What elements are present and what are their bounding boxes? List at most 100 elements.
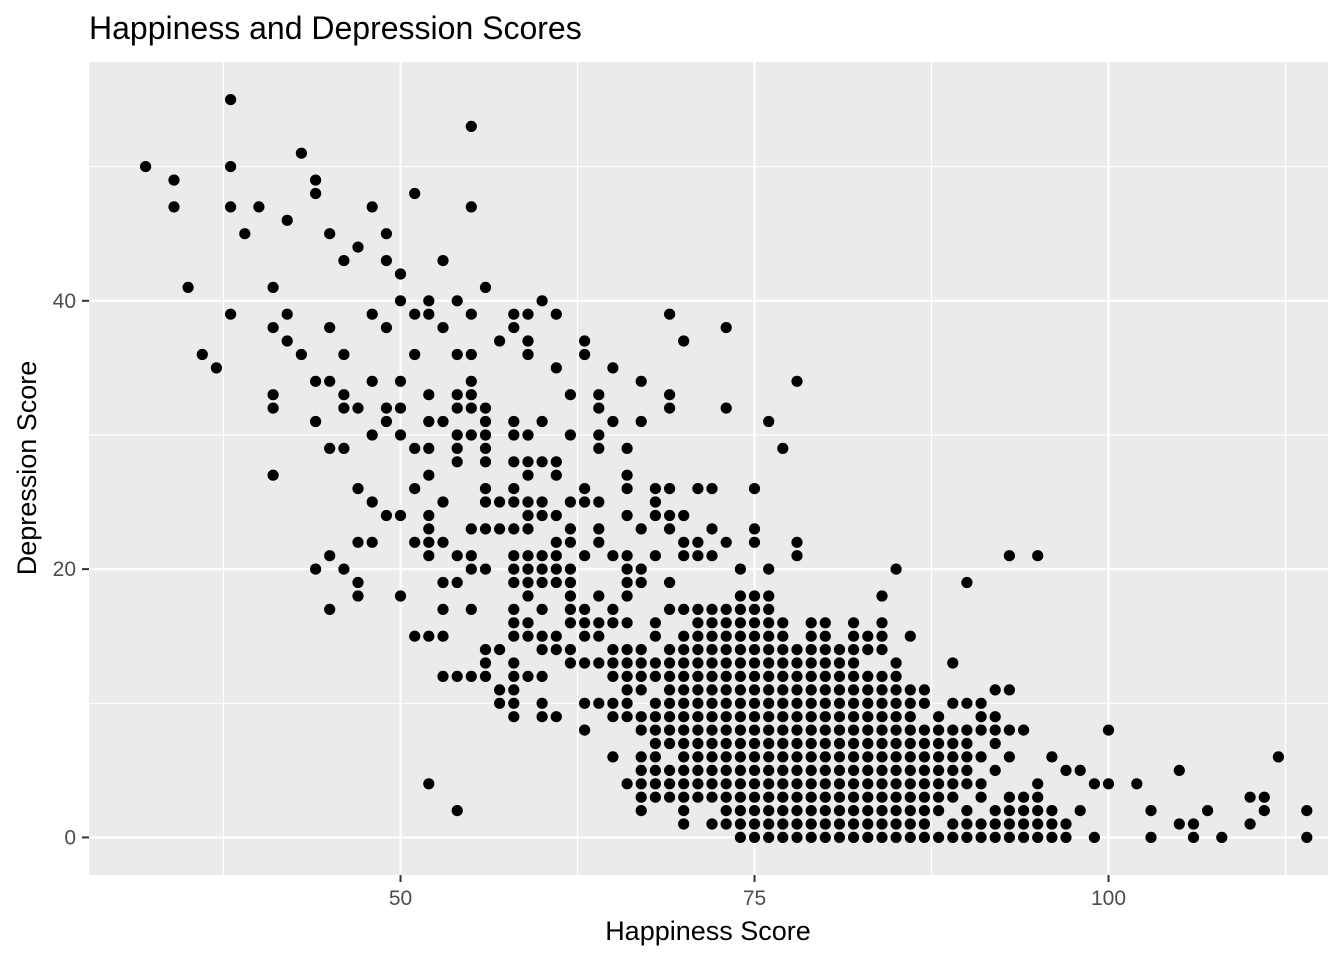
data-point — [805, 617, 817, 629]
data-point — [706, 644, 718, 656]
data-point — [352, 536, 364, 548]
data-point — [748, 751, 761, 763]
data-point — [664, 684, 676, 696]
data-point — [890, 724, 902, 736]
data-point — [352, 483, 364, 495]
data-point — [678, 764, 690, 777]
data-point — [805, 644, 817, 656]
data-point — [649, 751, 662, 763]
data-point — [819, 791, 831, 803]
y-tick-label: 20 — [53, 558, 76, 581]
data-point — [678, 751, 690, 763]
data-point — [989, 818, 1001, 830]
data-point — [734, 805, 747, 817]
data-point — [777, 805, 789, 817]
data-point — [239, 228, 251, 240]
data-point — [805, 778, 817, 790]
data-point — [734, 778, 747, 790]
data-point — [890, 670, 902, 683]
data-point — [918, 751, 931, 763]
y-axis: 0 20 40 — [53, 290, 89, 849]
data-point — [649, 670, 662, 683]
data-point — [409, 348, 421, 361]
data-point — [593, 657, 605, 669]
data-point — [918, 684, 931, 696]
data-point — [621, 711, 633, 723]
data-point — [423, 469, 435, 481]
data-point — [805, 764, 817, 777]
data-point — [692, 697, 704, 709]
data-point — [295, 348, 307, 361]
data-point — [819, 805, 831, 817]
data-point — [423, 308, 435, 320]
data-point — [876, 818, 888, 830]
data-point — [479, 644, 492, 656]
data-point — [635, 670, 647, 683]
data-point — [593, 429, 605, 441]
data-point — [635, 805, 647, 817]
data-point — [833, 737, 846, 750]
data-point — [748, 630, 761, 642]
data-point — [720, 737, 732, 750]
data-point — [579, 630, 591, 642]
data-point — [890, 684, 902, 696]
data-point — [352, 241, 364, 253]
data-point — [819, 778, 831, 790]
data-point — [706, 523, 718, 535]
data-point — [833, 657, 846, 669]
data-point — [763, 818, 775, 830]
data-point — [933, 724, 945, 736]
data-point — [918, 831, 931, 844]
y-tick-label: 0 — [64, 826, 76, 849]
data-point — [409, 442, 421, 454]
data-point — [819, 617, 831, 629]
data-point — [947, 764, 959, 777]
data-point — [720, 603, 732, 616]
data-point — [777, 831, 789, 844]
data-point — [1018, 724, 1030, 736]
data-point — [947, 751, 959, 763]
data-point — [649, 617, 662, 629]
data-point — [989, 764, 1001, 777]
data-point — [536, 456, 548, 468]
data-point — [833, 724, 846, 736]
data-point — [579, 657, 591, 669]
data-point — [508, 670, 520, 683]
data-point — [748, 791, 761, 803]
data-point — [1018, 818, 1030, 830]
data-point — [763, 603, 775, 616]
data-point — [777, 617, 789, 629]
data-point — [338, 563, 350, 575]
data-point — [508, 603, 520, 616]
data-point — [1018, 831, 1030, 844]
data-point — [649, 550, 662, 562]
data-point — [833, 791, 846, 803]
data-point — [678, 724, 690, 736]
data-point — [961, 697, 973, 709]
data-point — [494, 644, 506, 656]
data-point — [649, 657, 662, 669]
x-tick-label: 75 — [743, 887, 766, 910]
data-point — [664, 764, 676, 777]
data-point — [1003, 751, 1016, 763]
data-point — [607, 603, 619, 616]
data-point — [748, 670, 761, 683]
data-point — [848, 805, 860, 817]
data-point — [678, 550, 690, 562]
data-point — [550, 630, 562, 642]
data-point — [706, 684, 718, 696]
data-point — [579, 335, 591, 347]
data-point — [876, 670, 888, 683]
data-point — [734, 657, 747, 669]
data-point — [536, 415, 548, 428]
data-point — [664, 670, 676, 683]
data-point — [763, 724, 775, 736]
data-point — [1074, 805, 1086, 817]
data-point — [522, 509, 534, 522]
data-point — [947, 697, 959, 709]
data-point — [876, 805, 888, 817]
data-point — [933, 831, 945, 844]
data-point — [437, 536, 449, 548]
data-point — [819, 670, 831, 683]
data-point — [564, 496, 577, 508]
